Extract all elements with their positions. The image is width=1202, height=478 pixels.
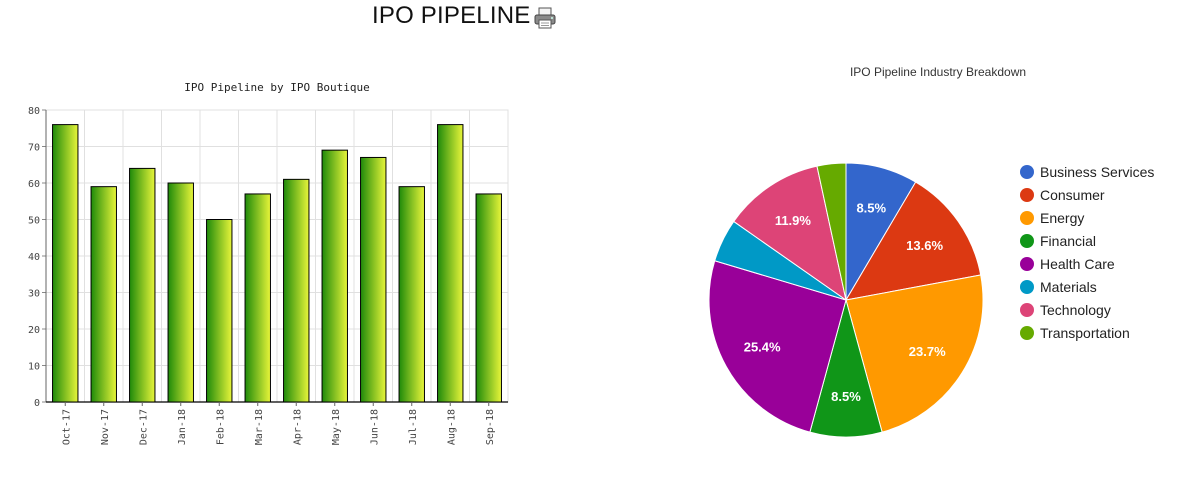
y-tick-label: 30 xyxy=(28,289,40,300)
legend-marker xyxy=(1020,188,1034,202)
pie-slice xyxy=(816,162,847,301)
bar xyxy=(52,124,79,403)
y-tick-label: 50 xyxy=(28,216,40,227)
legend-marker xyxy=(1020,326,1034,340)
bar-chart: IPO Pipeline by IPO Boutique 0 10 20 30 40 50… xyxy=(28,81,509,445)
bar xyxy=(167,182,194,403)
x-tick-label: Jul-18 xyxy=(408,409,419,445)
bar xyxy=(437,124,464,403)
legend-label: Materials xyxy=(1040,279,1097,295)
x-tick-label: Oct-17 xyxy=(61,409,72,445)
legend-marker xyxy=(1020,165,1034,179)
x-tick-label: Jun-18 xyxy=(369,409,380,445)
pie-slice-label: 8.5% xyxy=(856,200,886,215)
y-tick-label: 80 xyxy=(28,106,40,117)
legend-label: Financial xyxy=(1040,233,1096,249)
legend-label: Technology xyxy=(1040,302,1111,318)
pie-chart-labels: 8.5% 13.6% 23.7% 8.5% 25.4% 11.9% xyxy=(744,200,946,403)
legend-marker xyxy=(1020,211,1034,225)
bar-chart-y-axis: 0 10 20 30 40 50 60 70 80 xyxy=(28,106,508,409)
bar-chart-bars xyxy=(52,124,502,403)
pie-slice-label: 25.4% xyxy=(744,340,781,355)
pie-chart-title: IPO Pipeline Industry Breakdown xyxy=(850,65,1026,79)
bar-chart-x-axis: Oct-17 Nov-17 Dec-17 Jan-18 Feb-18 Mar-18 Apr-… xyxy=(61,402,496,445)
y-tick-label: 70 xyxy=(28,143,40,154)
pie-slice xyxy=(845,274,984,433)
pie-slice-label: 13.6% xyxy=(906,238,943,253)
pie-slice-label: 23.7% xyxy=(909,344,946,359)
x-tick-label: Nov-17 xyxy=(100,409,111,445)
legend-marker xyxy=(1020,303,1034,317)
bar-chart-title: IPO Pipeline by IPO Boutique xyxy=(184,81,369,94)
x-tick-label: Sep-18 xyxy=(485,409,496,445)
bar xyxy=(360,156,387,403)
pie-slice xyxy=(845,181,982,301)
bar xyxy=(283,178,310,403)
page-title: IPO PIPELINE xyxy=(372,2,531,29)
printer-icon[interactable] xyxy=(533,6,557,30)
bar xyxy=(398,186,425,403)
x-tick-label: Mar-18 xyxy=(254,409,265,445)
y-tick-label: 60 xyxy=(28,179,40,190)
x-tick-label: Dec-17 xyxy=(138,409,149,445)
pie-chart: IPO Pipeline Industry Breakdown 8.5% 13.6… xyxy=(708,65,1154,438)
bar xyxy=(475,193,502,403)
x-tick-label: Jan-18 xyxy=(177,409,188,445)
legend-marker xyxy=(1020,257,1034,271)
x-tick-label: Aug-18 xyxy=(446,409,457,445)
y-tick-label: 0 xyxy=(34,398,40,409)
bar xyxy=(129,167,156,403)
legend-marker xyxy=(1020,234,1034,248)
bar xyxy=(321,149,348,403)
pie-chart-legend: Business Services Consumer Energy Financial… xyxy=(1020,164,1154,341)
legend-marker xyxy=(1020,280,1034,294)
legend-label: Business Services xyxy=(1040,164,1154,180)
pie-slice-label: 11.9% xyxy=(775,213,812,228)
legend-label: Consumer xyxy=(1040,187,1105,203)
legend-label: Health Care xyxy=(1040,256,1115,272)
y-tick-label: 40 xyxy=(28,252,40,263)
x-tick-label: May-18 xyxy=(331,409,342,445)
x-tick-label: Apr-18 xyxy=(292,409,303,445)
page-header: IPO PIPELINE xyxy=(0,0,1202,36)
bar xyxy=(244,193,271,403)
pie-slice xyxy=(708,260,847,433)
x-tick-label: Feb-18 xyxy=(215,409,226,445)
legend-label: Transportation xyxy=(1040,325,1130,341)
bar xyxy=(90,186,117,403)
pie-chart-slices xyxy=(708,162,984,438)
y-tick-label: 10 xyxy=(28,362,40,373)
legend-label: Energy xyxy=(1040,210,1084,226)
bar xyxy=(206,219,233,403)
y-tick-label: 20 xyxy=(28,325,40,336)
pie-slice xyxy=(733,165,847,302)
pie-slice-label: 8.5% xyxy=(831,389,861,404)
